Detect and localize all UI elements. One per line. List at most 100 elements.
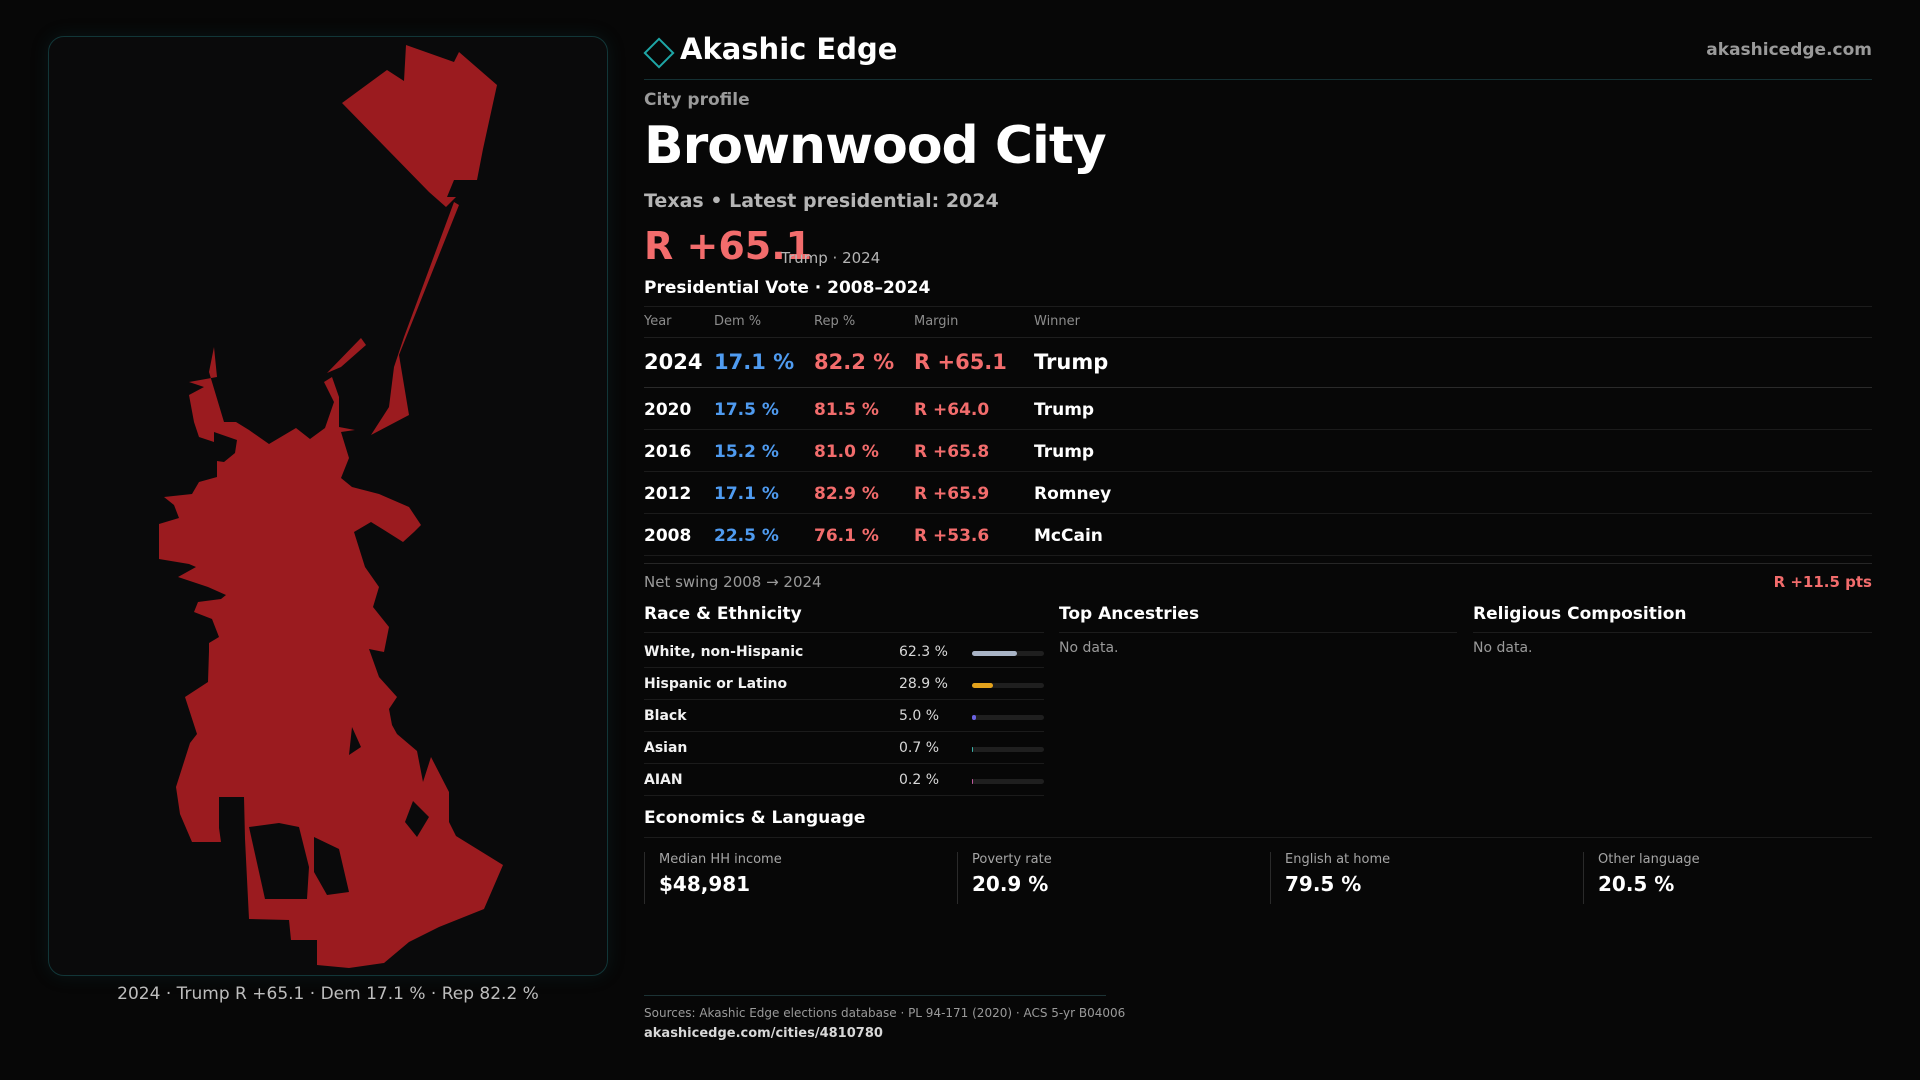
city-boundary-shape [159,45,503,968]
race-bar-track [972,651,1044,656]
econ-card-english: English at home 79.5 % [1270,852,1390,904]
race-percent: 0.7 % [899,740,940,756]
headline-margin-note: Trump · 2024 [781,249,881,267]
cell-winner: Trump [1034,442,1095,462]
race-bar-track [972,715,1044,720]
cell-winner: McCain [1034,526,1103,546]
econ-value: $48,981 [659,872,751,896]
list-item: White, non-Hispanic 62.3 % [644,636,1044,668]
table-row: 2012 17.1 % 82.9 % R +65.9 Romney [644,472,1872,514]
footer-divider [644,995,1106,996]
cell-winner: Trump [1034,350,1109,374]
race-divider [644,632,1044,633]
cell-year: 2012 [644,484,692,504]
header: Akashic Edge akashicedge.com [643,30,1872,80]
swing-divider [644,563,1872,564]
cell-rep: 82.2 % [814,350,895,374]
religion-divider [1473,632,1872,633]
race-label: White, non-Hispanic [644,644,804,660]
col-rep: Rep % [814,314,856,329]
race-label: Black [644,708,687,724]
page-title: Brownwood City [644,116,1107,176]
ancestries-divider [1059,632,1457,633]
list-item: AIAN 0.2 % [644,764,1044,796]
race-bar-fill [972,683,993,688]
race-label: Hispanic or Latino [644,676,788,692]
list-item: Black 5.0 % [644,700,1044,732]
cell-dem: 15.2 % [714,442,779,462]
sources-note: Sources: Akashic Edge elections database… [644,1006,1126,1020]
cell-year: 2008 [644,526,692,546]
cell-margin: R +65.8 [914,442,990,462]
footer-url-link[interactable]: akashicedge.com/cities/4810780 [644,1026,883,1041]
race-percent: 62.3 % [899,644,948,660]
vote-section-title: Presidential Vote · 2008–2024 [644,278,931,298]
race-bar-track [972,747,1044,752]
page-eyebrow: City profile [644,90,750,110]
econ-value: 20.9 % [972,872,1049,896]
list-item: Asian 0.7 % [644,732,1044,764]
ancestries-empty: No data. [1059,640,1119,656]
cell-rep: 76.1 % [814,526,879,546]
diamond-logo-icon [643,37,675,69]
economics-section-title: Economics & Language [644,808,866,828]
col-dem: Dem % [714,314,762,329]
vote-table-header: Year Dem % Rep % Margin Winner [644,306,1872,338]
econ-label: Median HH income [659,852,782,867]
cell-winner: Romney [1034,484,1112,504]
econ-value: 79.5 % [1285,872,1362,896]
race-bar-track [972,779,1044,784]
cell-margin: R +65.9 [914,484,990,504]
cell-dem: 22.5 % [714,526,779,546]
cell-year: 2016 [644,442,692,462]
religion-empty: No data. [1473,640,1533,656]
race-bar-fill [972,715,976,720]
econ-card-other-language: Other language 20.5 % [1583,852,1700,904]
city-boundary-map [159,45,503,975]
cell-rep: 81.5 % [814,400,879,420]
table-row: 2008 22.5 % 76.1 % R +53.6 McCain [644,514,1872,556]
page-subtitle: Texas • Latest presidential: 2024 [644,190,999,212]
site-link[interactable]: akashicedge.com [1706,40,1872,60]
race-bar-fill [972,651,1017,656]
cell-dem: 17.1 % [714,350,795,374]
vote-divider [644,306,1872,307]
cell-rep: 81.0 % [814,442,879,462]
econ-label: Poverty rate [972,852,1052,867]
cell-year: 2024 [644,350,703,374]
cell-year: 2020 [644,400,692,420]
cell-rep: 82.9 % [814,484,879,504]
race-percent: 28.9 % [899,676,948,692]
cell-margin: R +65.1 [914,350,1007,374]
race-bar-fill [972,747,973,752]
race-percent: 0.2 % [899,772,940,788]
list-item: Hispanic or Latino 28.9 % [644,668,1044,700]
col-winner: Winner [1034,314,1081,329]
headline-margin: R +65.1 [644,224,813,268]
race-list: White, non-Hispanic 62.3 % Hispanic or Lat… [644,636,1044,796]
city-map-panel [48,36,608,976]
table-row: 2024 17.1 % 82.2 % R +65.1 Trump [644,338,1872,388]
ancestries-section-title: Top Ancestries [1059,604,1200,624]
cell-winner: Trump [1034,400,1095,420]
brand-name[interactable]: Akashic Edge [680,32,898,66]
table-row: 2020 17.5 % 81.5 % R +64.0 Trump [644,388,1872,430]
econ-card-poverty: Poverty rate 20.9 % [957,852,1052,904]
swing-value: R +11.5 pts [1773,573,1872,591]
economics-divider [644,837,1872,838]
cell-margin: R +53.6 [914,526,990,546]
race-label: AIAN [644,772,683,788]
cell-margin: R +64.0 [914,400,990,420]
table-row: 2016 15.2 % 81.0 % R +65.8 Trump [644,430,1872,472]
econ-label: Other language [1598,852,1700,867]
race-label: Asian [644,740,688,756]
map-holes [249,727,429,975]
race-section-title: Race & Ethnicity [644,604,802,624]
religion-section-title: Religious Composition [1473,604,1687,624]
col-year: Year [644,314,672,329]
vote-table: Year Dem % Rep % Margin Winner 2024 17.1… [644,306,1872,556]
col-margin: Margin [914,314,959,329]
cell-dem: 17.1 % [714,484,779,504]
econ-card-income: Median HH income $48,981 [644,852,782,904]
map-caption: 2024 · Trump R +65.1 · Dem 17.1 % · Rep … [117,984,539,1004]
